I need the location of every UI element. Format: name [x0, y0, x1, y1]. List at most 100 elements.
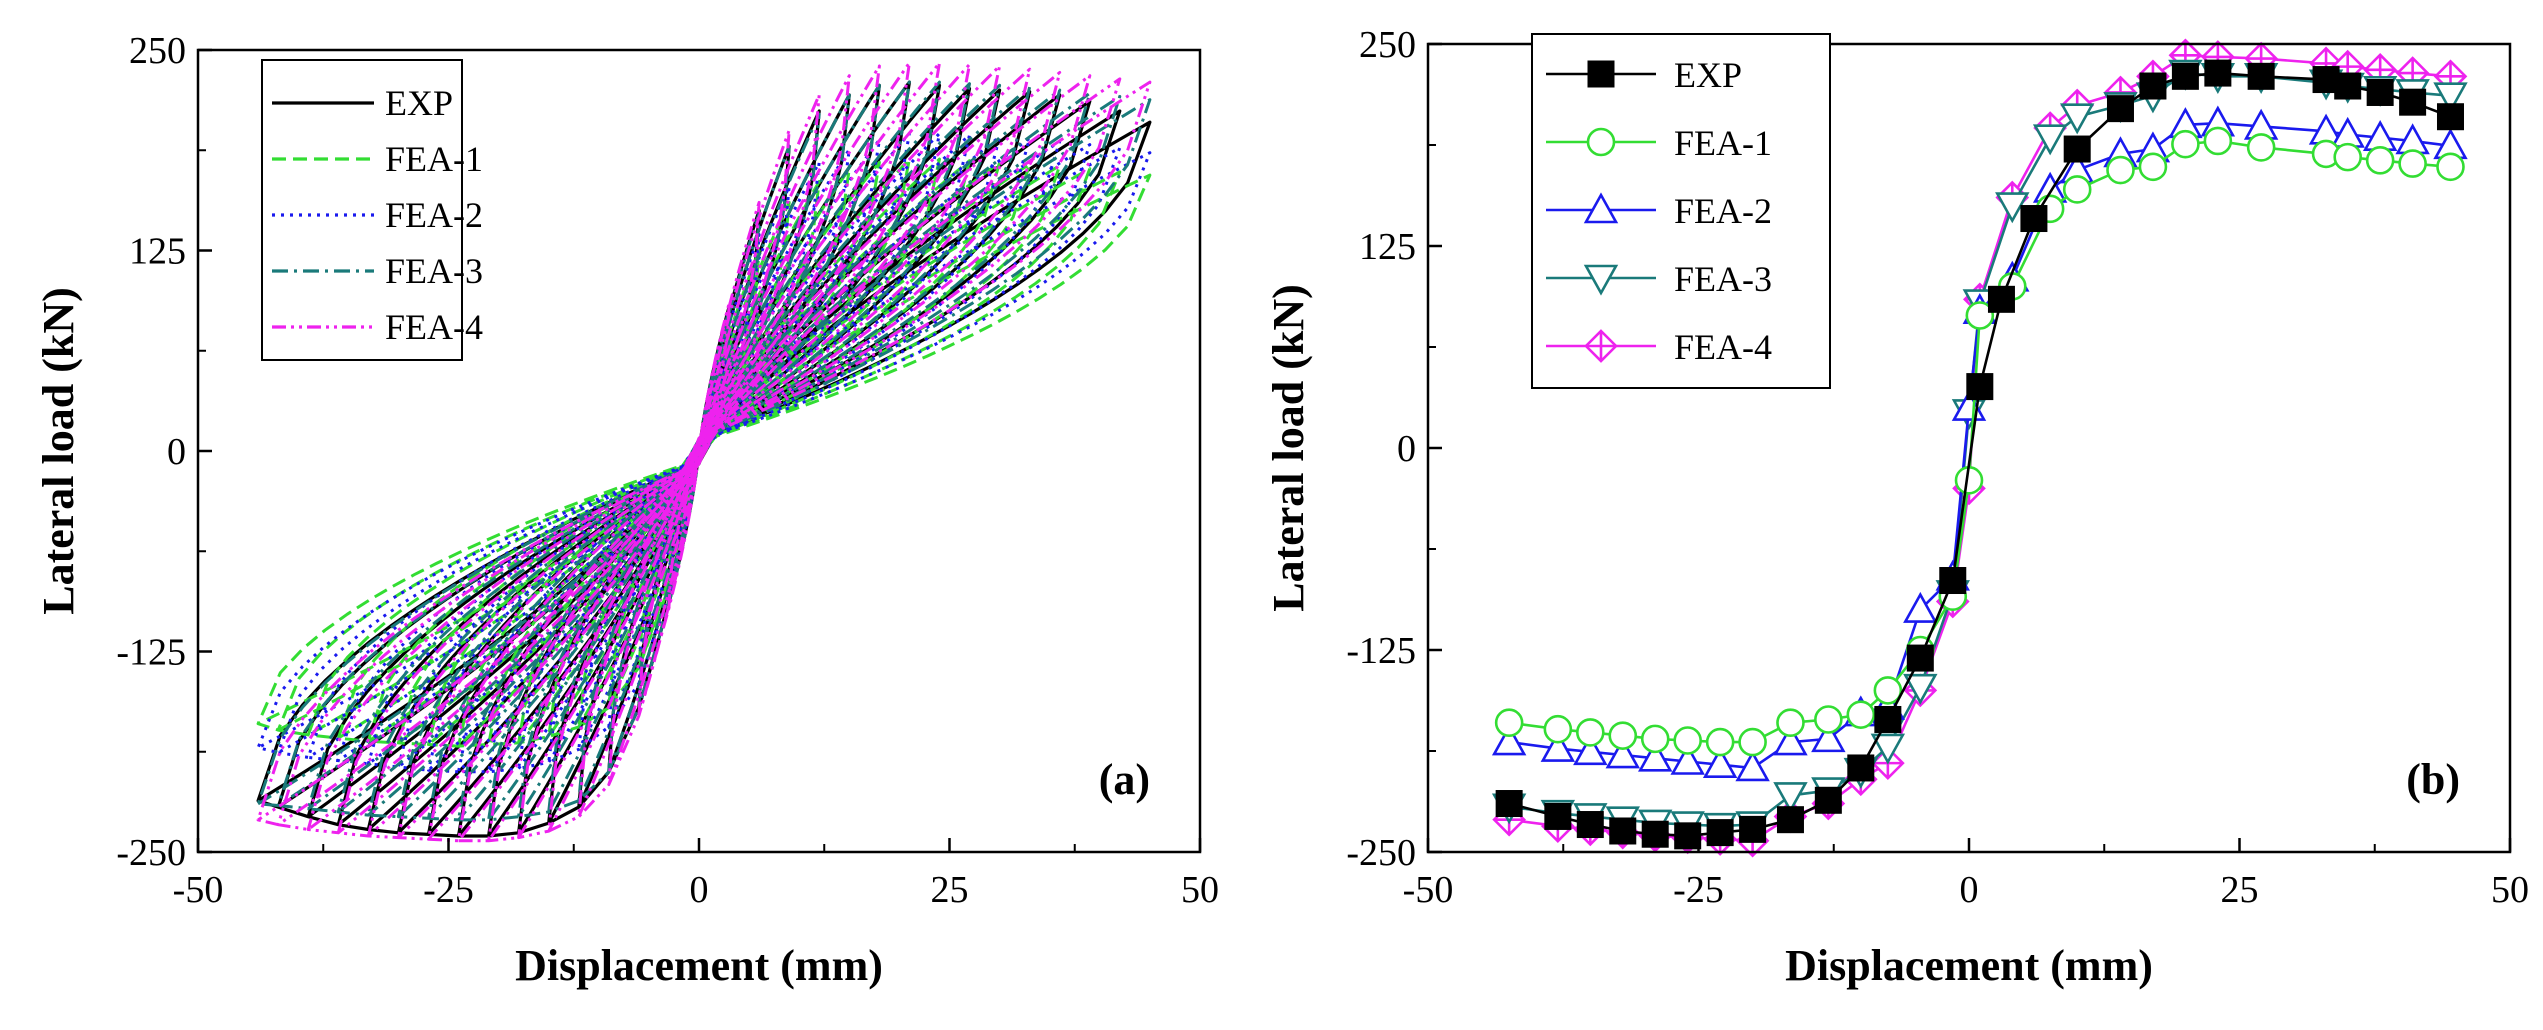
x-tick-label: 0 — [1960, 869, 1979, 911]
data-point — [1873, 676, 1903, 705]
x-tick-label: 50 — [1181, 869, 1219, 911]
data-point — [1573, 734, 1608, 766]
legend-swatch-fea-4 — [1546, 329, 1656, 363]
series-line-fea-3 — [256, 80, 1152, 822]
data-point — [1987, 285, 2015, 313]
legend-swatch-fea-2 — [1546, 192, 1656, 224]
data-point — [1638, 740, 1673, 772]
legend-label-fea-2: FEA-2 — [385, 195, 483, 235]
skeleton-curves — [1491, 38, 2468, 858]
data-point — [2059, 103, 2095, 135]
y-tick-label: 0 — [1397, 428, 1416, 470]
data-point — [1966, 373, 1994, 401]
x-tick-label: 0 — [690, 869, 709, 911]
data-point — [1544, 802, 1572, 830]
data-point — [1776, 806, 1804, 834]
y-tick-label: 250 — [129, 30, 186, 72]
x-tick-label: -50 — [1403, 869, 1454, 911]
legend-marker — [1583, 264, 1619, 296]
legend: EXP FEA-1 FEA-2 FEA-3 FEA-4 — [261, 59, 483, 361]
data-point — [1814, 786, 1842, 814]
data-point — [1491, 724, 1527, 756]
x-axis-title: Displacement (mm) — [515, 941, 883, 990]
legend-marker — [1586, 127, 1616, 157]
legend-label-fea-3: FEA-3 — [385, 251, 483, 291]
legend-swatch-fea-1 — [1546, 127, 1656, 157]
y-tick-label: -125 — [116, 632, 186, 674]
data-point — [2171, 62, 2199, 90]
data-point — [1540, 730, 1576, 762]
legend-label-exp: EXP — [1674, 55, 1742, 95]
data-point — [2204, 59, 2232, 87]
data-point — [1847, 754, 1875, 782]
data-point — [1939, 567, 1967, 595]
data-point — [1609, 817, 1637, 845]
data-point — [1670, 743, 1705, 775]
data-point — [2436, 103, 2464, 131]
data-point — [1773, 782, 1808, 814]
data-point — [2433, 82, 2468, 114]
data-point — [2106, 155, 2135, 185]
data-point — [1605, 737, 1640, 769]
data-point — [1846, 700, 1876, 729]
legend-marker — [1587, 60, 1615, 88]
data-point — [1495, 790, 1523, 818]
x-tick-label: 50 — [2491, 869, 2529, 911]
data-point — [1543, 714, 1573, 744]
data-point — [1739, 815, 1767, 843]
data-point — [2139, 72, 2167, 100]
data-point — [2333, 142, 2362, 172]
x-tick-label: 25 — [931, 869, 969, 911]
data-point — [1814, 705, 1843, 734]
legend: EXP FEA-1 FEA-2 FEA-3 FEA-4 — [1531, 33, 1831, 389]
data-point — [1576, 811, 1604, 839]
series-line-fea-4 — [256, 61, 1152, 843]
x-tick-label: -25 — [423, 869, 474, 911]
data-point — [1870, 733, 1906, 765]
series-exp — [1495, 59, 2464, 850]
data-point — [2366, 78, 2394, 106]
data-point — [1705, 727, 1735, 757]
y-tick-label: 250 — [1359, 24, 1416, 66]
legend-marker — [1583, 192, 1619, 224]
y-tick-label: 125 — [1359, 226, 1416, 268]
y-tick-label: 0 — [167, 431, 186, 473]
data-point — [1773, 724, 1808, 756]
data-point — [2106, 95, 2134, 123]
panel-label: (b) — [2406, 755, 2460, 804]
x-tick-label: -50 — [173, 869, 224, 911]
data-point — [2334, 72, 2362, 100]
data-point — [2399, 88, 2427, 116]
data-point — [2171, 129, 2200, 159]
data-point — [1576, 718, 1605, 747]
data-point — [1735, 750, 1770, 782]
data-point — [1903, 591, 1938, 623]
legend-label-fea-1: FEA-1 — [1674, 123, 1772, 163]
hysteresis-curves — [256, 61, 1152, 843]
y-tick-label: -125 — [1346, 630, 1416, 672]
data-point — [1874, 705, 1902, 733]
data-point — [2062, 175, 2092, 204]
data-point — [2247, 62, 2275, 90]
data-point — [2246, 133, 2276, 162]
panel-label: (a) — [1099, 755, 1150, 804]
legend-label-exp: EXP — [385, 83, 453, 123]
data-point — [2365, 146, 2395, 175]
series-line-exp — [256, 80, 1152, 838]
data-point — [2032, 124, 2068, 156]
data-point — [1640, 724, 1670, 754]
data-point — [1995, 192, 2030, 224]
legend-swatch-fea-3 — [1546, 264, 1656, 296]
data-point — [2020, 205, 2048, 233]
data-point — [1776, 708, 1805, 738]
data-point — [2203, 126, 2233, 156]
data-point — [2063, 135, 2091, 163]
data-point — [1965, 301, 1995, 330]
legend-label-fea-1: FEA-1 — [385, 139, 483, 179]
data-point — [1906, 644, 1934, 672]
legend-label-fea-3: FEA-3 — [1674, 259, 1772, 299]
legend-label-fea-4: FEA-4 — [1674, 327, 1772, 367]
y-axis-title: Lateral load (kN) — [34, 287, 83, 615]
